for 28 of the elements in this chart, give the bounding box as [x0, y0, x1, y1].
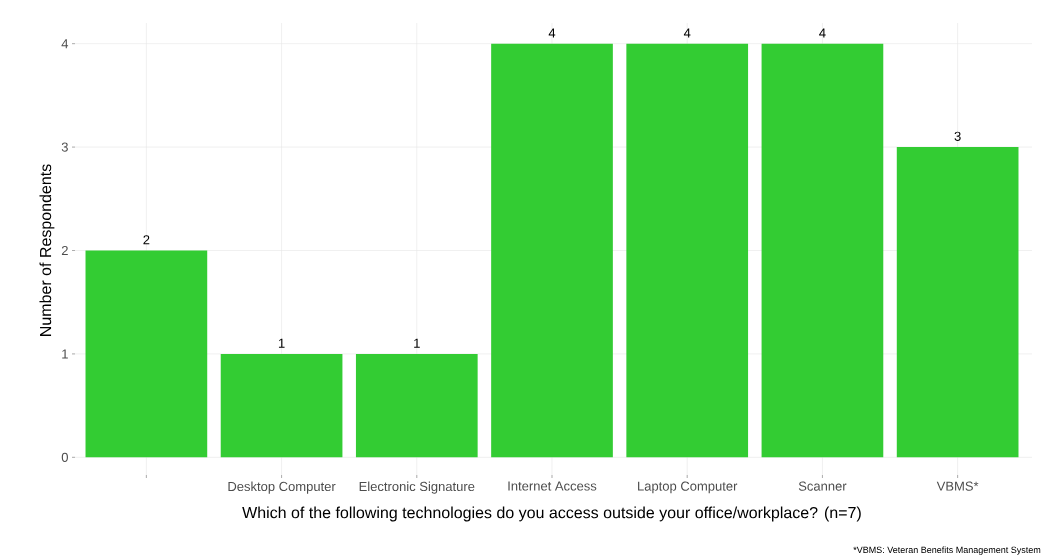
text: *VBMS: Veteran Benefits Management System — [853, 546, 1041, 555]
y-tick-label: 4 — [61, 39, 69, 49]
y-tick-label: 3 — [61, 142, 68, 152]
x-axis-title: Which of the following technologies do you access outside your office/workplace? (n=7) — [242, 506, 861, 522]
data-label: 1 — [414, 338, 420, 348]
data-label: 3 — [954, 131, 961, 141]
data-label: 1 — [278, 338, 285, 348]
y-tick-label: 1 — [62, 349, 68, 359]
bar — [896, 147, 1019, 458]
x-tick-label: VBMS* — [936, 481, 979, 491]
data-label: 2 — [143, 235, 150, 245]
bar — [761, 43, 884, 458]
bar — [220, 353, 343, 458]
bar — [85, 250, 208, 458]
data-label: 4 — [548, 28, 556, 38]
x-tick-label: Desktop Computer — [228, 481, 336, 494]
data-label: 4 — [819, 28, 826, 38]
x-tick-label: Internet Access — [508, 481, 597, 491]
bar — [491, 43, 613, 458]
y-tick-label: 2 — [61, 245, 68, 256]
x-tick-label: Laptop Computer — [638, 481, 738, 494]
y-axis-title: Number of Respondents — [39, 164, 55, 336]
y-tick-label: 0 — [61, 452, 68, 462]
bar — [355, 353, 478, 458]
x-tick-label: Scanner — [798, 481, 847, 491]
x-tick-label: Electronic Signature — [359, 481, 475, 494]
data-label: 4 — [683, 28, 691, 38]
bar — [626, 43, 749, 458]
